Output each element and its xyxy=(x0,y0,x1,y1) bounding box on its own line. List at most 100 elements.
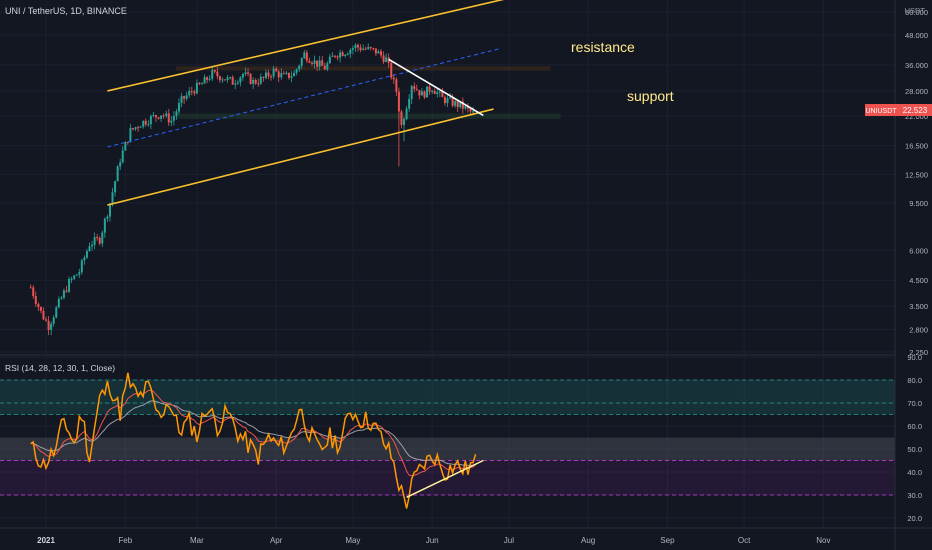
support-label: support xyxy=(627,88,674,104)
descending-resistance-line xyxy=(388,58,484,117)
rsi-series xyxy=(30,372,484,509)
candle-body xyxy=(147,124,150,126)
candle-body xyxy=(298,65,301,70)
candle-body xyxy=(420,91,423,96)
candle-body xyxy=(341,52,344,56)
candle-body xyxy=(85,251,88,258)
rsi-slow-line xyxy=(30,400,476,467)
candle-body xyxy=(239,77,242,83)
time-tick-label: Jun xyxy=(426,536,439,545)
candle-body xyxy=(272,68,275,77)
currency-label: USDT xyxy=(905,6,926,15)
candle-body xyxy=(336,56,339,58)
candle-body xyxy=(142,120,145,127)
candle-body xyxy=(50,323,53,331)
candle-body xyxy=(68,279,71,292)
time-tick-label: Jul xyxy=(504,536,514,545)
candle-body xyxy=(165,113,168,116)
candle-body xyxy=(405,108,408,120)
candle-body xyxy=(282,73,285,75)
price-tick-label: 36.000 xyxy=(905,61,928,70)
time-tick-label: Aug xyxy=(581,536,595,545)
candle-body xyxy=(198,82,201,84)
candle-body xyxy=(55,307,58,318)
candle-body xyxy=(124,142,127,151)
candle-body xyxy=(93,237,96,245)
candle-body xyxy=(111,192,114,204)
candle-body xyxy=(180,96,183,103)
rsi-tick-label: 90.0 xyxy=(907,353,922,362)
symbol-header[interactable]: UNI / TetherUS, 1D, BINANCE xyxy=(5,6,127,16)
last-price-value: 22.523 xyxy=(903,106,928,115)
candle-body xyxy=(29,287,32,289)
candle-body xyxy=(70,278,73,280)
candle-body xyxy=(280,73,283,78)
candle-body xyxy=(310,62,313,64)
candle-body xyxy=(241,73,244,78)
candle-body xyxy=(162,115,165,117)
drawing-lines xyxy=(107,0,505,206)
candle-body xyxy=(418,90,421,96)
candle-body xyxy=(98,237,101,244)
time-tick-label: Apr xyxy=(270,536,283,545)
price-axis-ticks: 60.000 48.000 36.000 28.000 22.000 16.500 12.5… xyxy=(905,8,928,357)
candle-body xyxy=(252,79,255,84)
candle-body xyxy=(183,96,186,99)
candle-body xyxy=(331,55,334,57)
candle-body xyxy=(226,77,229,80)
price-tick-label: 28.000 xyxy=(905,87,928,96)
candle-body xyxy=(65,290,68,292)
last-price-tag[interactable]: UNIUSDT 22.523 xyxy=(865,104,932,116)
candle-body xyxy=(456,100,459,108)
price-tick-label: 6.000 xyxy=(909,246,928,255)
rsi-tick-label: 70.0 xyxy=(907,399,922,408)
candle-body xyxy=(254,79,257,84)
candle-body xyxy=(201,83,204,85)
price-tick-label: 60.000 xyxy=(905,8,928,17)
candle-body xyxy=(318,60,321,67)
candle-body xyxy=(39,306,42,311)
candle-body xyxy=(303,52,306,59)
candle-body xyxy=(249,73,252,84)
candle-body xyxy=(131,128,134,130)
candle-body xyxy=(446,98,449,104)
candle-body xyxy=(323,65,326,70)
price-tick-label: 4.500 xyxy=(909,276,928,285)
candle-body xyxy=(262,76,265,78)
candle-body xyxy=(300,58,303,66)
candle-body xyxy=(119,162,122,167)
candle-body xyxy=(459,101,462,108)
candlestick-series xyxy=(29,43,475,336)
candle-body xyxy=(175,111,178,117)
candle-body xyxy=(106,216,109,219)
candle-body xyxy=(313,60,316,64)
price-axis-panel[interactable] xyxy=(895,0,932,550)
candle-body xyxy=(244,72,247,74)
candle-body xyxy=(357,44,359,48)
rsi-axis-ticks: 90.0 80.0 70.0 60.0 50.0 40.0 30.0 20.0 xyxy=(907,353,922,523)
candle-body xyxy=(362,48,365,51)
candle-body xyxy=(454,100,457,106)
rsi-tick-label: 60.0 xyxy=(907,422,922,431)
candle-body xyxy=(449,97,452,99)
candle-body xyxy=(410,86,413,100)
candle-body xyxy=(259,76,262,84)
time-tick-label: Oct xyxy=(738,536,751,545)
candle-body xyxy=(188,91,191,96)
candle-body xyxy=(129,128,132,143)
time-tick-label: Sep xyxy=(660,536,675,545)
candle-body xyxy=(190,91,193,93)
candle-body xyxy=(400,111,403,125)
rsi-tick-label: 50.0 xyxy=(907,445,922,454)
rsi-main-line xyxy=(30,372,477,509)
rsi-label[interactable]: RSI (14, 28, 12, 30, 1, Close) xyxy=(5,363,115,373)
candle-body xyxy=(264,72,267,78)
time-tick-label: Feb xyxy=(118,536,132,545)
candle-body xyxy=(208,78,211,80)
price-tick-label: 12.500 xyxy=(905,170,928,179)
candle-body xyxy=(149,116,152,125)
rsi-tick-label: 40.0 xyxy=(907,468,922,477)
candle-body xyxy=(351,48,354,50)
